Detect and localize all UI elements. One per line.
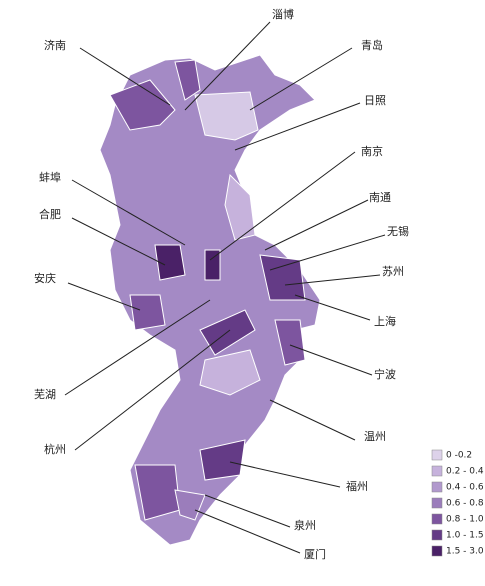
city-label: 苏州 [382, 265, 404, 278]
region [174, 59, 201, 101]
city-label: 福州 [346, 479, 368, 493]
city-label: 淄博 [272, 8, 294, 21]
region [129, 294, 166, 331]
legend: 0 -0.2 0.2 - 0.4 0.4 - 0.6 0.6 - 0.8 0.8 - 1… [431, 449, 484, 557]
city-label: 济南 [44, 38, 66, 52]
leader-line [209, 151, 356, 261]
region [109, 79, 176, 131]
region [174, 489, 206, 521]
legend-label: 0.8 - 1.0 [446, 515, 484, 525]
region [274, 319, 306, 366]
legend-swatch [431, 529, 443, 541]
city-label: 温州 [364, 430, 386, 443]
leader-line [74, 329, 231, 451]
leader-line [294, 294, 371, 321]
leader-line [264, 199, 369, 251]
legend-swatch [431, 465, 443, 477]
legend-label: 1.5 - 3.0 [446, 547, 484, 557]
leader-line [289, 344, 373, 376]
leader-line [67, 282, 141, 311]
region [154, 244, 186, 281]
city-label: 南通 [369, 191, 391, 204]
legend-swatch [431, 449, 443, 461]
legend-label: 0.6 - 0.8 [446, 499, 484, 509]
legend-swatch [431, 497, 443, 509]
leader-line [79, 47, 171, 106]
legend-label: 0.2 - 0.4 [446, 467, 484, 477]
city-label: 上海 [374, 314, 396, 328]
legend-label: 0.4 - 0.6 [446, 483, 484, 493]
city-label: 南京 [361, 144, 383, 158]
city-label: 合肥 [39, 207, 61, 221]
leader-line [204, 494, 291, 528]
city-label: 蚌埠 [39, 170, 61, 184]
leader-line [71, 217, 166, 266]
city-label: 杭州 [44, 442, 66, 456]
region [199, 439, 246, 481]
city-label: 无锡 [387, 224, 409, 238]
leader-line [194, 509, 301, 554]
leader-line [71, 179, 186, 246]
leader-line [269, 399, 356, 441]
leader-line [284, 274, 381, 286]
legend-label: 1.0 - 1.5 [446, 531, 484, 541]
city-label: 青岛 [361, 38, 383, 52]
leader-line [249, 47, 353, 111]
city-label: 宁波 [374, 367, 396, 381]
leader-line [229, 461, 341, 488]
legend-swatch [431, 545, 443, 557]
leader-line [234, 102, 361, 151]
city-label: 安庆 [34, 271, 56, 285]
legend-label: 0 -0.2 [446, 451, 472, 461]
region [259, 254, 306, 301]
city-label: 芜湖 [34, 387, 56, 401]
city-label: 厦门 [304, 547, 326, 561]
city-label: 日照 [364, 94, 386, 107]
city-label: 泉州 [294, 518, 316, 532]
leader-line [184, 21, 271, 111]
region [204, 249, 221, 281]
legend-swatch [431, 481, 443, 493]
region [224, 173, 256, 241]
legend-swatch [431, 513, 443, 525]
region [194, 91, 259, 141]
region [199, 349, 261, 396]
leader-line [269, 234, 386, 271]
leader-line [64, 299, 211, 396]
